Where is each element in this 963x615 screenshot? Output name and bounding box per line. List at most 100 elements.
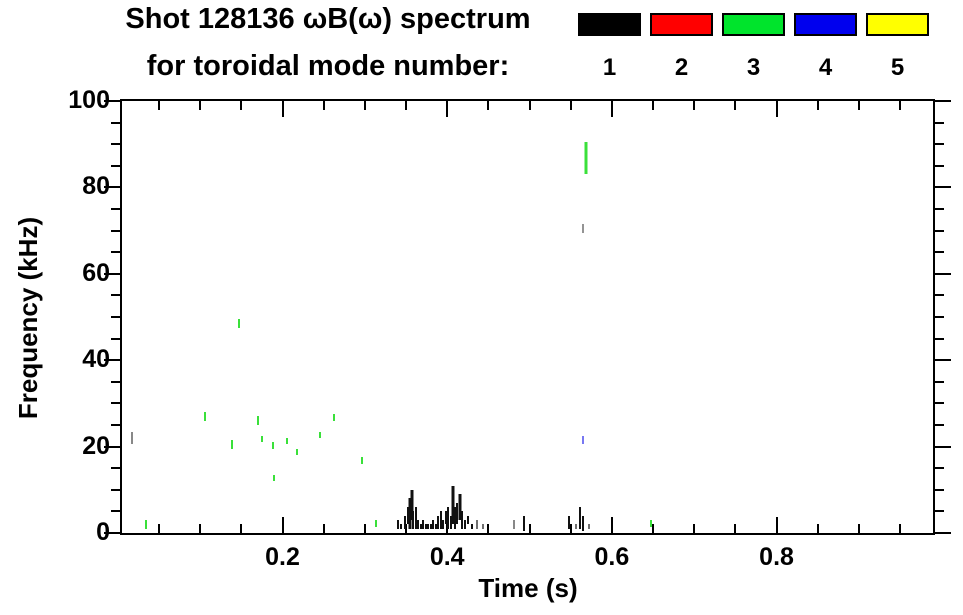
- data-point: [237, 319, 240, 328]
- data-point: [396, 520, 399, 529]
- data-point: [439, 511, 442, 529]
- x-axis-tick: [528, 524, 531, 533]
- data-point: [332, 414, 335, 421]
- y-axis-tick: [935, 467, 944, 470]
- y-axis-tick: [104, 532, 120, 534]
- y-axis-tick: [935, 121, 944, 124]
- data-point: [144, 520, 147, 529]
- legend-color-box: [866, 13, 929, 36]
- x-axis-tick: [899, 524, 902, 533]
- x-axis-tick: [610, 517, 613, 533]
- data-point: [360, 457, 363, 464]
- legend-color-box: [794, 13, 857, 36]
- mode-legend: 1 2 3 4 5: [578, 13, 929, 82]
- data-point: [447, 507, 450, 529]
- data-point: [582, 515, 585, 531]
- x-axis-tick: [158, 524, 161, 533]
- y-axis-tick: [935, 164, 944, 167]
- x-axis-tick: [610, 101, 613, 117]
- data-point: [481, 524, 484, 529]
- data-point: [424, 524, 427, 529]
- x-axis-tick: [816, 101, 819, 110]
- y-axis-tick: [935, 143, 944, 146]
- y-axis-tick: [111, 337, 120, 340]
- x-axis-tick: [775, 101, 778, 117]
- x-axis-label: Time (s): [478, 573, 578, 603]
- x-axis-tick: [569, 101, 572, 110]
- data-point: [429, 524, 432, 529]
- data-point: [574, 524, 577, 529]
- y-axis-tick: [935, 359, 951, 362]
- data-point: [422, 520, 425, 529]
- y-axis-tick: [111, 164, 120, 167]
- y-axis-tick: [111, 121, 120, 124]
- x-axis-tick: [405, 101, 408, 110]
- data-point: [434, 524, 437, 529]
- y-axis-tick: [111, 294, 120, 297]
- legend-label: 2: [674, 54, 689, 81]
- y-axis-tick: [111, 402, 120, 405]
- x-axis-tick: [281, 101, 284, 117]
- data-point: [463, 520, 466, 529]
- y-tick-label: 100: [68, 86, 110, 114]
- data-point: [522, 515, 525, 531]
- data-point: [449, 515, 452, 529]
- x-axis-tick: [199, 524, 202, 533]
- y-axis-tick: [111, 380, 120, 383]
- x-axis-tick: [816, 524, 819, 533]
- x-axis-tick: [363, 524, 366, 533]
- x-axis-tick: [734, 524, 737, 533]
- y-axis-tick: [111, 316, 120, 318]
- data-point: [404, 515, 407, 529]
- data-point: [475, 520, 478, 529]
- data-point: [587, 524, 590, 529]
- data-point: [427, 524, 430, 529]
- data-point: [437, 515, 440, 529]
- legend-color-box: [650, 13, 713, 36]
- data-point: [204, 412, 207, 421]
- y-axis-tick: [104, 100, 120, 102]
- data-point: [432, 520, 435, 529]
- y-tick-label: 40: [82, 345, 110, 374]
- y-tick-label: 80: [82, 172, 110, 201]
- data-point: [130, 431, 133, 445]
- data-point: [582, 224, 585, 233]
- x-axis-tick: [487, 101, 490, 110]
- x-axis-tick: [446, 101, 449, 117]
- x-axis-tick: [775, 517, 778, 533]
- y-axis-tick: [935, 402, 944, 405]
- y-axis-tick: [935, 251, 944, 254]
- data-point: [285, 437, 288, 445]
- y-tick-label: 0: [96, 518, 110, 546]
- x-axis-tick: [652, 101, 655, 110]
- y-axis-tick: [111, 251, 120, 254]
- x-axis-tick: [363, 101, 366, 110]
- data-point: [461, 511, 464, 529]
- y-axis-tick: [935, 424, 944, 426]
- data-point: [273, 474, 276, 482]
- y-axis-tick: [935, 208, 944, 210]
- y-axis-tick: [104, 272, 120, 275]
- data-point: [466, 515, 469, 525]
- data-point: [584, 142, 588, 175]
- x-axis-tick: [734, 101, 737, 110]
- y-axis-tick: [935, 272, 951, 275]
- x-tick-label: 0.6: [594, 543, 630, 571]
- y-axis-tick: [935, 532, 951, 534]
- data-point: [578, 507, 581, 529]
- x-tick-label: 0.4: [429, 543, 465, 571]
- y-axis-tick: [935, 316, 944, 318]
- legend-label: 4: [818, 54, 833, 81]
- data-point: [406, 507, 409, 525]
- x-tick-label: 0.8: [759, 543, 794, 571]
- data-point: [456, 502, 459, 525]
- chart-title: Shot 128136 ωB(ω) spectrum: [125, 3, 531, 35]
- data-point: [256, 416, 259, 425]
- x-axis-tick: [322, 524, 325, 533]
- y-axis-tick: [935, 510, 944, 513]
- y-axis-tick: [935, 294, 944, 297]
- y-axis-tick: [111, 424, 120, 426]
- y-axis-tick: [935, 380, 944, 383]
- x-axis-tick: [240, 524, 243, 533]
